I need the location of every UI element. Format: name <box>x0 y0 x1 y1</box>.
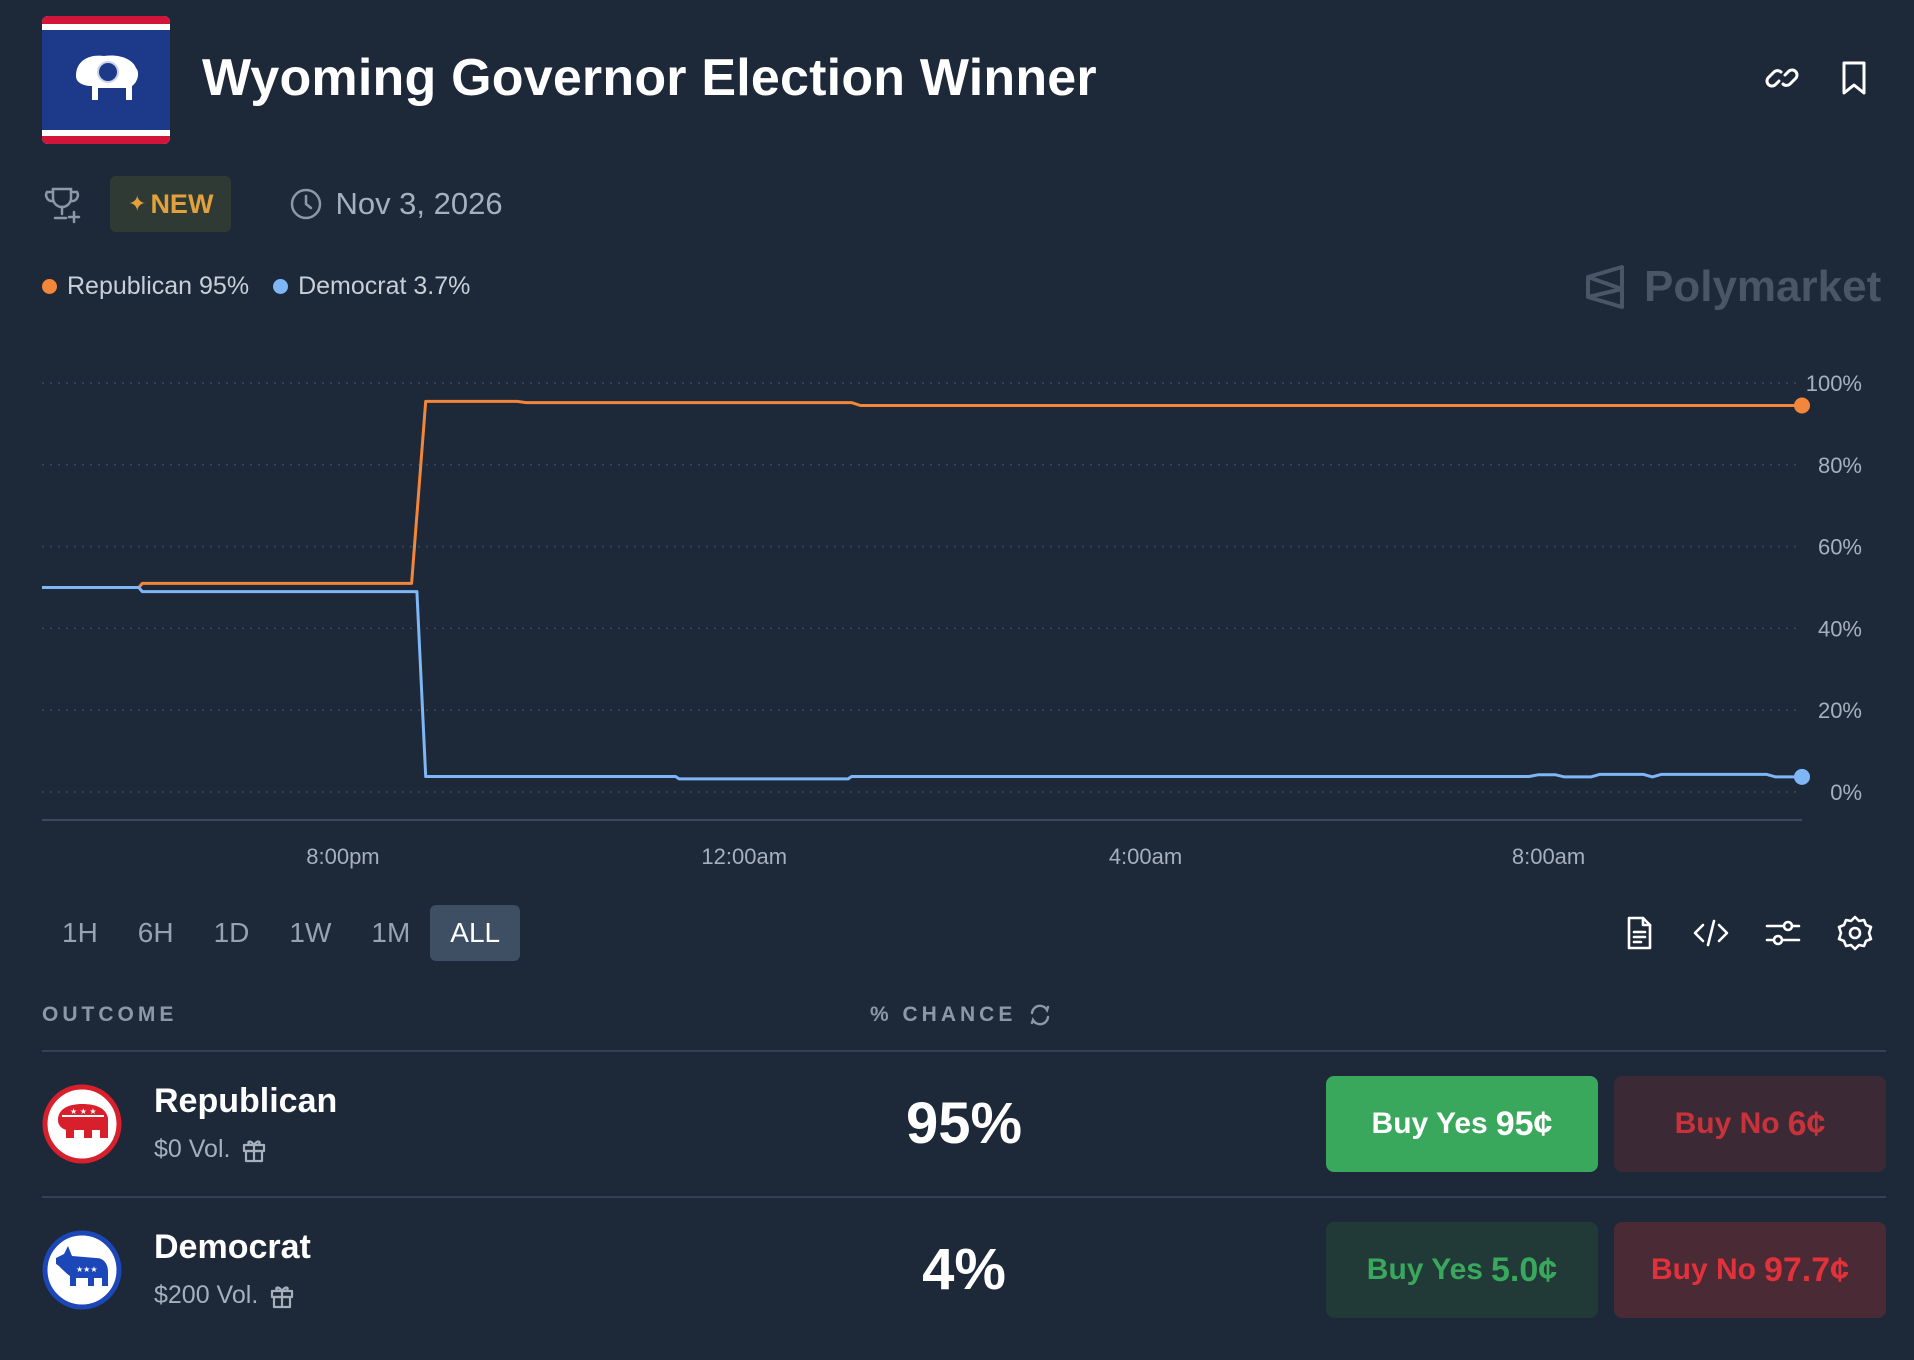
chance-header-label: % CHANCE <box>870 1003 1017 1026</box>
y-tick-label: 40% <box>1818 616 1862 641</box>
democrat-donkey-icon: ★★★ <box>42 1230 122 1310</box>
wyoming-flag-icon <box>42 16 170 144</box>
clock-icon <box>291 188 322 220</box>
gift-icon[interactable] <box>242 1137 266 1163</box>
document-icon[interactable] <box>1620 914 1658 952</box>
series-line-republican <box>42 399 1802 589</box>
volume-label-democrat: $200 Vol. <box>154 1281 259 1309</box>
buy-no-price: 97.7¢ <box>1763 1250 1850 1289</box>
range-button-all[interactable]: ALL <box>430 905 521 961</box>
bookmark-icon[interactable] <box>1834 58 1874 98</box>
buy-yes-button-republican[interactable]: Buy Yes 95¢ <box>1326 1076 1598 1172</box>
buy-no-label: Buy No <box>1650 1253 1756 1286</box>
gift-icon[interactable] <box>270 1283 294 1309</box>
outcome-chance-republican: 95% <box>905 1091 1023 1156</box>
settings-gear-icon[interactable] <box>1836 914 1874 952</box>
series-line-democrat <box>42 586 1802 781</box>
legend-dot-republican <box>42 279 57 294</box>
svg-text:★★★: ★★★ <box>76 1265 98 1274</box>
buy-no-label: Buy No <box>1674 1107 1780 1140</box>
refresh-icon[interactable] <box>1028 1003 1052 1027</box>
volume-label-republican: $0 Vol. <box>154 1135 231 1163</box>
buy-no-button-republican[interactable]: Buy No 6¢ <box>1614 1076 1886 1172</box>
time-range-selector: 1H 6H 1D 1W 1M ALL <box>42 905 521 961</box>
range-button-1w[interactable]: 1W <box>289 917 332 948</box>
range-button-1h[interactable]: 1H <box>62 917 98 948</box>
range-button-6h[interactable]: 6H <box>137 917 174 948</box>
watermark-label: Polymarket <box>1644 262 1882 311</box>
svg-text:★ ★ ★: ★ ★ ★ <box>70 1107 97 1116</box>
range-button-1d[interactable]: 1D <box>213 917 250 948</box>
legend-label-democrat: Democrat 3.7% <box>298 272 471 300</box>
buy-no-button-democrat[interactable]: Buy No 97.7¢ <box>1614 1222 1886 1318</box>
outcome-chance-democrat: 4% <box>922 1237 1006 1302</box>
price-chart[interactable]: 100% 80% 60% 40% 20% 0% 8:00pm 12:00am 4:00am 8:0… <box>0 360 1914 880</box>
outcome-name-democrat: Democrat <box>154 1228 311 1266</box>
new-badge: ✦ NEW <box>110 176 232 232</box>
polymarket-logo-icon <box>1586 265 1624 309</box>
range-button-1m[interactable]: 1M <box>371 917 411 948</box>
y-tick-label: 80% <box>1818 453 1862 478</box>
row-divider <box>42 1196 1886 1198</box>
buy-yes-price: 95¢ <box>1495 1104 1553 1143</box>
outcome-column-header: OUTCOME <box>42 1003 178 1026</box>
page-title: Wyoming Governor Election Winner <box>202 49 1097 107</box>
chart-legend: Republican 95% Democrat 3.7% <box>42 272 494 301</box>
trophy-icon[interactable] <box>42 184 82 224</box>
buy-yes-label: Buy Yes <box>1371 1107 1488 1140</box>
end-date: Nov 3, 2026 <box>289 186 503 222</box>
table-divider <box>42 1050 1886 1052</box>
x-tick-label: 4:00am <box>1109 844 1182 869</box>
outcome-volume-republican: $0 Vol. <box>154 1135 266 1164</box>
outcome-name-republican: Republican <box>154 1082 338 1120</box>
buy-yes-button-democrat[interactable]: Buy Yes 5.0¢ <box>1326 1222 1598 1318</box>
link-icon[interactable] <box>1762 58 1802 98</box>
sliders-icon[interactable] <box>1764 914 1802 952</box>
buy-yes-price: 5.0¢ <box>1491 1250 1558 1289</box>
y-tick-label: 0% <box>1830 780 1862 805</box>
series-endpoint-democrat <box>1794 768 1810 785</box>
polymarket-watermark: Polymarket <box>1584 262 1881 312</box>
buy-yes-label: Buy Yes <box>1366 1253 1483 1286</box>
x-tick-label: 12:00am <box>701 844 787 869</box>
outcome-volume-democrat: $200 Vol. <box>154 1281 294 1310</box>
meta-row: ✦ NEW Nov 3, 2026 <box>42 176 503 232</box>
date-label: Nov 3, 2026 <box>335 186 503 221</box>
buy-no-price: 6¢ <box>1787 1104 1826 1143</box>
y-tick-label: 100% <box>1806 371 1862 396</box>
new-badge-label: NEW <box>150 188 214 219</box>
embed-code-icon[interactable] <box>1692 914 1730 952</box>
legend-dot-democrat <box>273 279 289 294</box>
republican-elephant-icon: ★ ★ ★ <box>42 1084 122 1164</box>
y-tick-label: 60% <box>1818 535 1862 560</box>
sparkle-icon: ✦ <box>128 191 147 216</box>
legend-label-republican: Republican 95% <box>67 272 250 300</box>
x-tick-label: 8:00am <box>1512 844 1585 869</box>
y-tick-label: 20% <box>1818 698 1862 723</box>
x-tick-label: 8:00pm <box>306 844 379 869</box>
chance-column-header[interactable]: % CHANCE <box>870 1003 1052 1027</box>
legend-item-democrat: Democrat 3.7% <box>273 272 470 301</box>
series-endpoint-republican <box>1794 397 1810 414</box>
legend-item-republican: Republican 95% <box>42 272 249 301</box>
